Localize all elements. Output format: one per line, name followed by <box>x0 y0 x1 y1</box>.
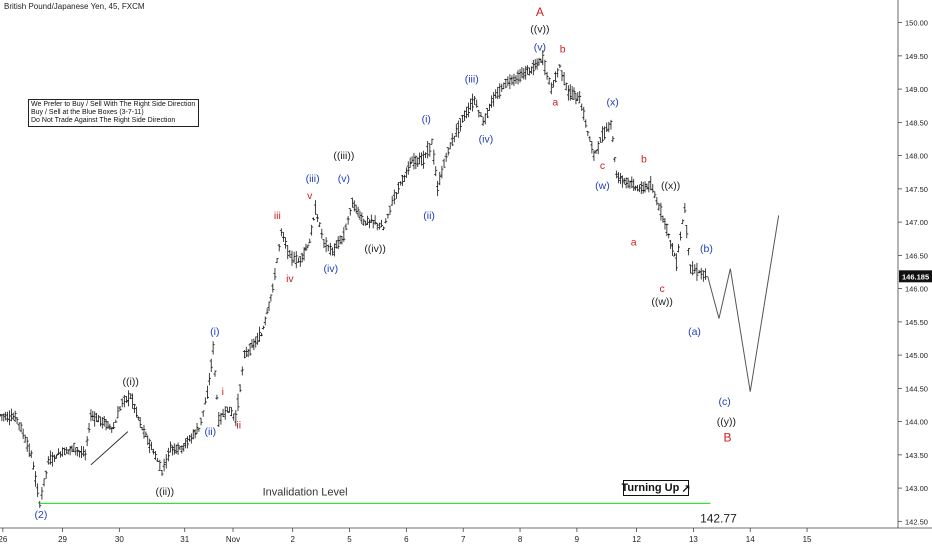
x-tick-label: 9 <box>575 535 580 544</box>
y-tick-label: 149.50 <box>905 52 928 61</box>
last-price-tag <box>899 270 932 283</box>
wave-label: iv <box>286 273 294 285</box>
wave-label: v <box>307 190 313 202</box>
invalidation-level-label: Invalidation Level <box>263 486 348 498</box>
wave-label: ((i)) <box>123 376 139 388</box>
x-tick-label: 2 <box>290 535 295 544</box>
wave-label: ((iii)) <box>333 150 354 162</box>
y-axis: 142.50 143.00 143.50 144.00 144.50 145.00 145.… <box>897 0 932 528</box>
x-tick-label: 6 <box>404 535 409 544</box>
wave-label: (a) <box>688 326 701 338</box>
wave-label: (v) <box>338 173 350 185</box>
y-tick-label: 146.00 <box>905 285 928 294</box>
wave-label: (w) <box>595 180 610 192</box>
wave-label: ((v)) <box>530 24 549 36</box>
y-tick-label: 150.00 <box>905 19 928 28</box>
y-tick-label: 144.50 <box>905 384 928 393</box>
invalidation-line: Invalidation Level 142.77 <box>39 486 737 525</box>
wave-label: a <box>631 236 637 248</box>
note-line: Do Not Trade Against The Right Side Dire… <box>31 117 176 124</box>
trendline <box>90 431 129 466</box>
arrow-up-right-icon: ↗ <box>681 482 691 495</box>
wave-label: c <box>660 283 665 295</box>
instrument-title: British Pound/Japanese Yen, 45, FXCM <box>4 2 145 11</box>
wave-label: b <box>641 153 647 165</box>
wave-labels: (2)((i))((ii))(i)i(ii)iiiiiiv(iii)v(iv)(… <box>34 5 735 521</box>
wave-label: (ii) <box>204 426 216 438</box>
x-tick-label: 15 <box>803 535 812 544</box>
projection-path <box>707 215 780 392</box>
wave-label: (2) <box>34 509 47 521</box>
x-tick-label: 26 <box>0 535 8 544</box>
wave-label: (x) <box>607 97 619 109</box>
x-tick-label: 30 <box>115 535 124 544</box>
wave-label: B <box>723 431 731 445</box>
last-price-label: 146.185 <box>902 272 929 281</box>
turning-up-label: Turning Up <box>621 482 680 494</box>
wave-label: c <box>600 160 605 172</box>
wave-label: (i) <box>210 326 219 338</box>
x-axis: 26 29 30 31 Nov 2 5 6 7 8 9 12 13 14 15 <box>0 527 932 544</box>
x-tick-label: 31 <box>180 535 189 544</box>
y-tick-label: 147.50 <box>905 185 928 194</box>
x-tick-label: 12 <box>632 535 641 544</box>
y-tick-label: 146.50 <box>905 251 928 260</box>
wave-label: (iii) <box>306 173 320 185</box>
wave-label: iii <box>274 210 281 222</box>
y-tick-label: 148.00 <box>905 152 928 161</box>
wave-label: b <box>560 44 566 56</box>
y-tick-label: 143.00 <box>905 484 928 493</box>
wave-label: ((ii)) <box>155 486 174 498</box>
wave-label: A <box>536 5 544 19</box>
wave-label: ((w)) <box>651 296 673 308</box>
wave-label: (iv) <box>479 133 494 145</box>
wave-label: (v) <box>534 42 546 54</box>
y-tick-label: 149.00 <box>905 85 928 94</box>
wave-label: i <box>222 386 224 398</box>
trading-note-box: We Prefer to Buy / Sell With The Right S… <box>28 99 199 127</box>
wave-label: ii <box>236 419 241 431</box>
candle-series <box>0 50 707 508</box>
y-tick-label: 147.00 <box>905 218 928 227</box>
wave-label: (iii) <box>465 73 479 85</box>
wave-label: (ii) <box>423 210 435 222</box>
y-tick-label: 148.50 <box>905 118 928 127</box>
y-tick-label: 142.50 <box>905 517 928 526</box>
wave-label: a <box>552 97 558 109</box>
x-tick-label: 13 <box>689 535 698 544</box>
x-tick-label: 14 <box>746 535 755 544</box>
y-tick-label: 145.50 <box>905 318 928 327</box>
note-line: Buy / Sell at the Blue Boxes (3-7-11) <box>31 109 144 116</box>
y-tick-label: 145.00 <box>905 351 928 360</box>
x-tick-label: Nov <box>226 535 240 544</box>
wave-label: ((x)) <box>661 180 680 192</box>
turning-up-badge: Turning Up ↗ <box>621 480 691 496</box>
wave-label: (b) <box>700 243 713 255</box>
wave-label: ((y)) <box>717 416 736 428</box>
x-tick-label: 5 <box>347 535 352 544</box>
wave-label: (i) <box>422 113 431 125</box>
x-tick-label: 29 <box>58 535 67 544</box>
note-line: We Prefer to Buy / Sell With The Right S… <box>31 101 196 108</box>
y-tick-label: 144.00 <box>905 418 928 427</box>
projection-line <box>707 215 780 392</box>
x-tick-label: 7 <box>461 535 466 544</box>
x-tick-label: 8 <box>518 535 523 544</box>
wave-label: (c) <box>719 396 731 408</box>
wave-label: ((iv)) <box>364 243 386 255</box>
invalidation-value-label: 142.77 <box>700 511 737 525</box>
y-tick-label: 143.50 <box>905 451 928 460</box>
wave-label: (iv) <box>323 263 338 275</box>
